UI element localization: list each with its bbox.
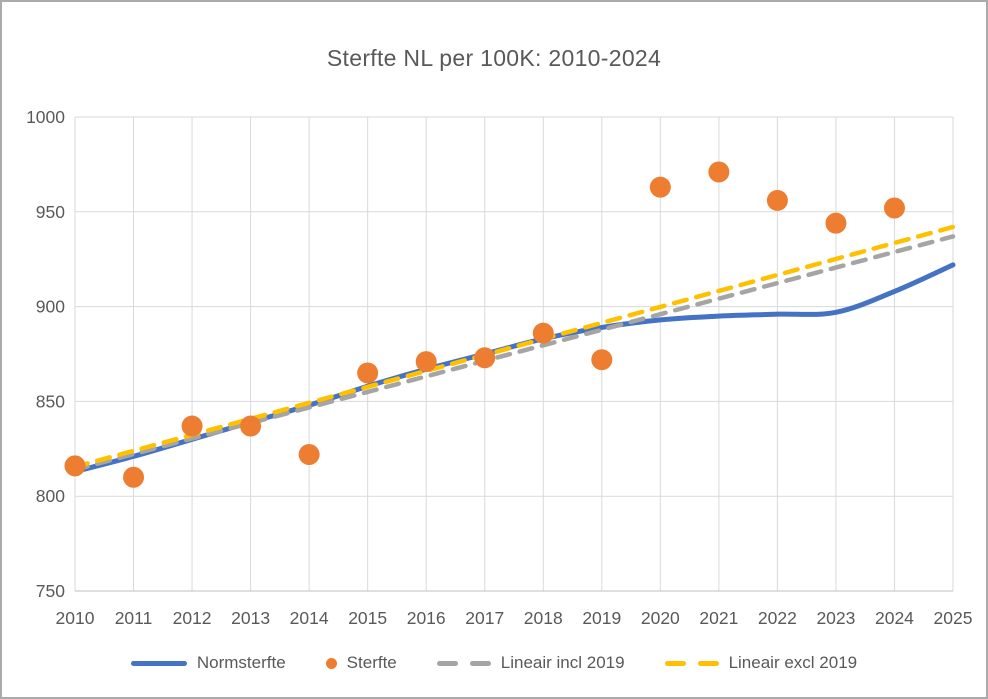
y-tick-label: 900 bbox=[36, 297, 65, 317]
normsterfte-line bbox=[72, 262, 956, 475]
x-tick-label: 2013 bbox=[231, 608, 270, 628]
x-tick-label: 2011 bbox=[115, 608, 153, 628]
sterfte-point bbox=[357, 362, 379, 384]
x-tick-label: 2025 bbox=[934, 608, 973, 628]
sterfte-point bbox=[474, 347, 496, 369]
sterfte-point bbox=[532, 322, 554, 344]
x-tick-label: 2010 bbox=[56, 608, 95, 628]
sterfte-point bbox=[415, 351, 437, 373]
y-tick-label: 1000 bbox=[26, 107, 65, 127]
legend-item-lineair-excl-2019: Lineair excl 2019 bbox=[664, 653, 858, 673]
legend-label-lineair-incl-2019: Lineair incl 2019 bbox=[500, 653, 625, 672]
legend-label-sterfte: Sterfte bbox=[346, 653, 397, 672]
legend-item-sterfte: Sterfte bbox=[325, 653, 397, 673]
sterfte-point bbox=[883, 197, 905, 219]
sterfte-point bbox=[708, 161, 730, 183]
x-tick-label: 2018 bbox=[524, 608, 563, 628]
x-tick-label: 2020 bbox=[641, 608, 680, 628]
sterfte-point bbox=[240, 415, 262, 437]
sterfte-point bbox=[766, 189, 788, 211]
legend-item-normsterfte: Normsterfte bbox=[130, 653, 286, 673]
x-tick-label: 2022 bbox=[758, 608, 797, 628]
x-tick-label: 2024 bbox=[875, 608, 914, 628]
x-tick-label: 2019 bbox=[582, 608, 621, 628]
x-tick-label: 2021 bbox=[699, 608, 738, 628]
lineair-excl-dash-icon bbox=[664, 660, 719, 666]
x-tick-label: 2016 bbox=[407, 608, 446, 628]
lineair-excl-2019-trendline bbox=[72, 224, 956, 470]
y-tick-label: 750 bbox=[36, 581, 65, 601]
sterfte-point bbox=[181, 415, 203, 437]
chart-legend: Normsterfte Sterfte Lineair incl 2019 Li… bbox=[2, 653, 986, 673]
x-tick-label: 2023 bbox=[816, 608, 855, 628]
legend-label-normsterfte: Normsterfte bbox=[196, 653, 286, 672]
x-tick-label: 2012 bbox=[173, 608, 212, 628]
y-tick-label: 800 bbox=[36, 486, 65, 506]
y-tick-label: 950 bbox=[36, 202, 65, 222]
sterfte-point bbox=[64, 455, 86, 477]
x-tick-label: 2017 bbox=[465, 608, 504, 628]
chart-title: Sterfte NL per 100K: 2010-2024 bbox=[326, 45, 662, 71]
x-tick-label: 2015 bbox=[348, 608, 387, 628]
lineair-incl-2019-trendline bbox=[72, 234, 956, 472]
sterfte-point bbox=[123, 466, 145, 488]
sterfte-point bbox=[825, 212, 847, 234]
sterfte-point bbox=[649, 176, 671, 198]
y-tick-label: 850 bbox=[36, 391, 65, 411]
sterfte-point bbox=[298, 443, 320, 465]
legend-label-lineair-excl-2019: Lineair excl 2019 bbox=[728, 653, 858, 672]
legend-item-lineair-incl-2019: Lineair incl 2019 bbox=[436, 653, 625, 673]
sterfte-dot-icon bbox=[325, 657, 337, 669]
x-tick-label: 2014 bbox=[290, 608, 329, 628]
sterfte-point bbox=[591, 349, 613, 371]
lineair-incl-dash-icon bbox=[436, 660, 491, 666]
normsterfte-line-icon bbox=[130, 660, 187, 666]
